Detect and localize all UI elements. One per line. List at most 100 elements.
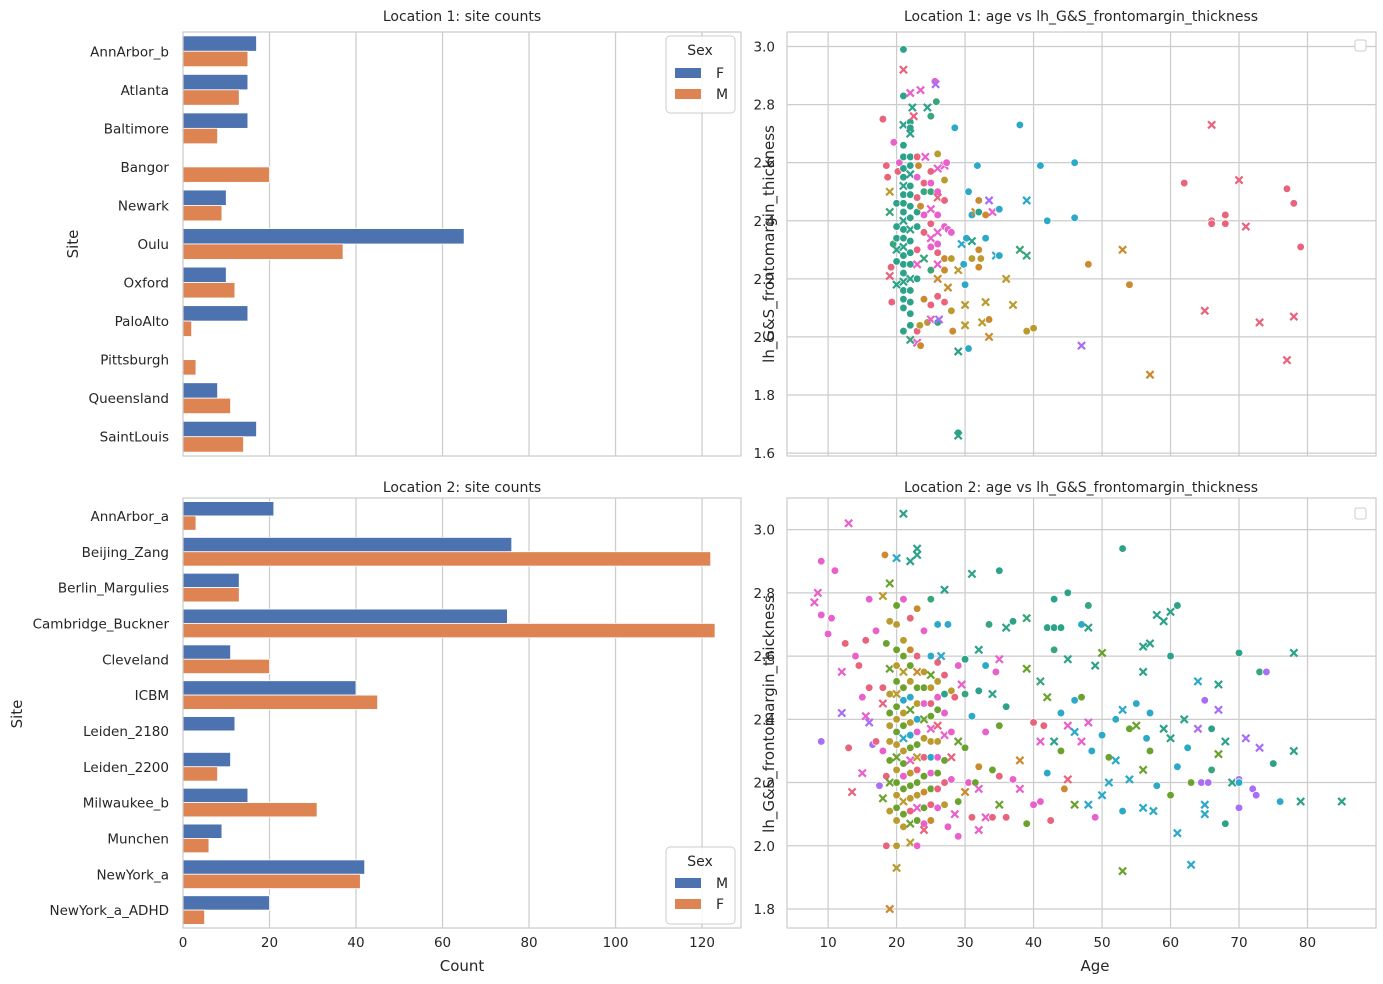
scatter-point (940, 689, 949, 699)
bar (182, 859, 366, 875)
scatter-point (948, 326, 957, 336)
scatter-point (926, 670, 936, 680)
scatter-point (892, 752, 901, 762)
scatter-point (906, 677, 915, 686)
scatter-point (912, 699, 922, 708)
scatter-point (1049, 645, 1059, 654)
scatter-point (905, 88, 915, 98)
scatter-point (1166, 733, 1175, 743)
scatter-point (1090, 661, 1100, 670)
scatter-point (936, 651, 946, 661)
bar (182, 658, 270, 674)
scatter-point (1255, 667, 1264, 677)
scatter-point (926, 315, 936, 324)
bar (182, 189, 227, 206)
scatter-point (933, 292, 942, 301)
scatter-point (1070, 727, 1080, 737)
scatter-point (1036, 737, 1045, 746)
bar (182, 420, 257, 438)
scatter-point (943, 620, 953, 629)
scatter-point (899, 242, 908, 252)
scatter-point (1043, 768, 1052, 778)
panel-2-ylabel: lh_G&S_frontomargin_thickness (760, 125, 779, 363)
scatter-point (919, 295, 929, 304)
scatter-point (899, 260, 908, 269)
scatter-point (1022, 251, 1032, 260)
scatter-point (940, 800, 949, 809)
tick-label-y: Bangor (121, 160, 170, 176)
tick-label-x: 70 (1230, 935, 1247, 951)
scatter-point (919, 734, 929, 743)
scatter-point (933, 677, 942, 686)
tick-label-y: Queensland (88, 391, 169, 407)
scatter-point (1166, 791, 1175, 800)
scatter-point (1104, 753, 1114, 762)
scatter-point (899, 509, 908, 519)
scatter-point (1077, 341, 1086, 351)
scatter-point (1039, 721, 1048, 730)
panel-1-legend-label-1: F (716, 66, 724, 82)
scatter-point (899, 164, 908, 173)
panel-2-plot: 1.6 1.8 2.0 2.2 2.4 2.6 2.8 3.0 (754, 32, 1376, 462)
scatter-point (899, 651, 908, 661)
scatter-point (981, 661, 990, 670)
scatter-point (885, 778, 895, 787)
scatter-point (889, 138, 898, 147)
scatter-point (1138, 765, 1148, 775)
scatter-point (940, 196, 949, 205)
scatter-point (892, 601, 901, 610)
scatter-point (960, 320, 970, 330)
scatter-point (886, 263, 896, 272)
scatter-point (912, 740, 922, 749)
scatter-point (1022, 664, 1032, 674)
scatter-point (907, 103, 917, 112)
scatter-point (906, 309, 915, 318)
scatter-point (899, 45, 908, 54)
panel-4-plot: 1.8 2.0 2.2 2.4 2.6 2.8 3.0 10 20 30 40 50 60 70 80 (754, 498, 1376, 951)
scatter-point (943, 822, 953, 831)
scatter-point (1083, 800, 1093, 810)
scatter-point (899, 326, 908, 336)
tick-label-y: Newark (118, 198, 169, 214)
tick-label-y: 1.8 (754, 902, 775, 918)
scatter-point (1077, 620, 1086, 629)
scatter-point (858, 693, 867, 702)
scatter-point (817, 557, 826, 566)
tick-label-x: 60 (1162, 935, 1179, 951)
scatter-point (1056, 746, 1066, 756)
scatter-point (1056, 623, 1066, 632)
scatter-point (1063, 588, 1072, 598)
scatter-point (1097, 730, 1107, 740)
scatter-point (1104, 778, 1114, 787)
scatter-point (1289, 199, 1298, 208)
tick-label-y: Cleveland (102, 652, 169, 668)
scatter-point (899, 810, 908, 819)
scatter-point (899, 822, 908, 831)
scatter-point (1015, 245, 1025, 255)
scatter-point (899, 207, 908, 217)
scatter-point (892, 803, 901, 813)
scatter-point (892, 257, 901, 266)
scatter-point (919, 626, 929, 635)
scatter-point (926, 712, 935, 721)
scatter-point (926, 651, 935, 661)
scatter-point (1214, 749, 1223, 759)
scatter-point (906, 190, 915, 199)
scatter-point (1200, 696, 1209, 705)
bar (182, 766, 219, 782)
scatter-point (912, 791, 922, 800)
scatter-point (899, 746, 908, 756)
scatter-point (950, 123, 959, 132)
bar (182, 873, 361, 889)
scatter-point (899, 667, 908, 677)
scatter-point (906, 321, 915, 330)
scatter-point (892, 677, 901, 686)
bar (182, 382, 219, 399)
scatter-point (892, 791, 901, 800)
scatter-point (964, 778, 973, 787)
bar (182, 305, 249, 322)
scatter-point (1029, 324, 1038, 333)
scatter-point (1179, 714, 1189, 724)
scatter-point (923, 103, 932, 112)
scatter-point (919, 254, 929, 263)
